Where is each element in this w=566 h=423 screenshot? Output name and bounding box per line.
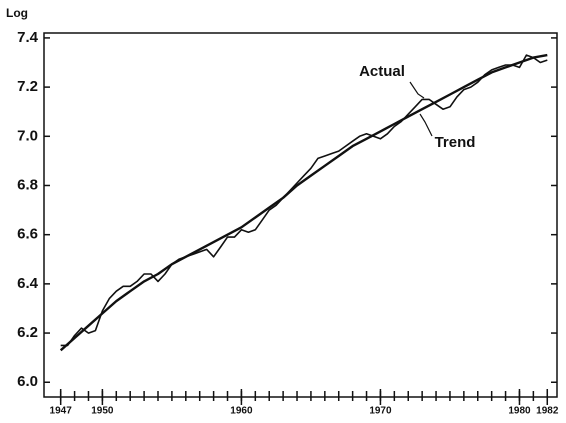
x-tick-label: 1970 — [369, 406, 392, 417]
y-axis-label: Log — [6, 6, 28, 20]
y-tick-label: 6.4 — [17, 275, 39, 292]
y-tick-label: 6.6 — [17, 226, 38, 243]
actual-pointer — [409, 81, 425, 99]
x-tick-label: 1960 — [230, 406, 253, 417]
series-label: Actual — [359, 63, 405, 80]
y-tick-label: 7.2 — [17, 78, 38, 95]
x-tick-label: 1950 — [91, 406, 114, 417]
series-label: Trend — [435, 134, 476, 151]
series-line — [59, 53, 548, 352]
plot-frame — [43, 32, 558, 398]
y-tick-label: 6.0 — [17, 373, 38, 390]
trend-pointer — [419, 113, 433, 137]
y-tick-label: 6.8 — [17, 176, 38, 193]
y-tick-label: 6.2 — [17, 324, 38, 341]
x-tick-label: 1947 — [50, 406, 73, 417]
x-tick-label: 1980 — [508, 406, 531, 417]
series-line — [60, 54, 548, 347]
y-tick-label: 7.4 — [17, 29, 39, 46]
x-tick-label: 1982 — [536, 406, 559, 417]
y-tick-label: 7.0 — [17, 127, 38, 144]
